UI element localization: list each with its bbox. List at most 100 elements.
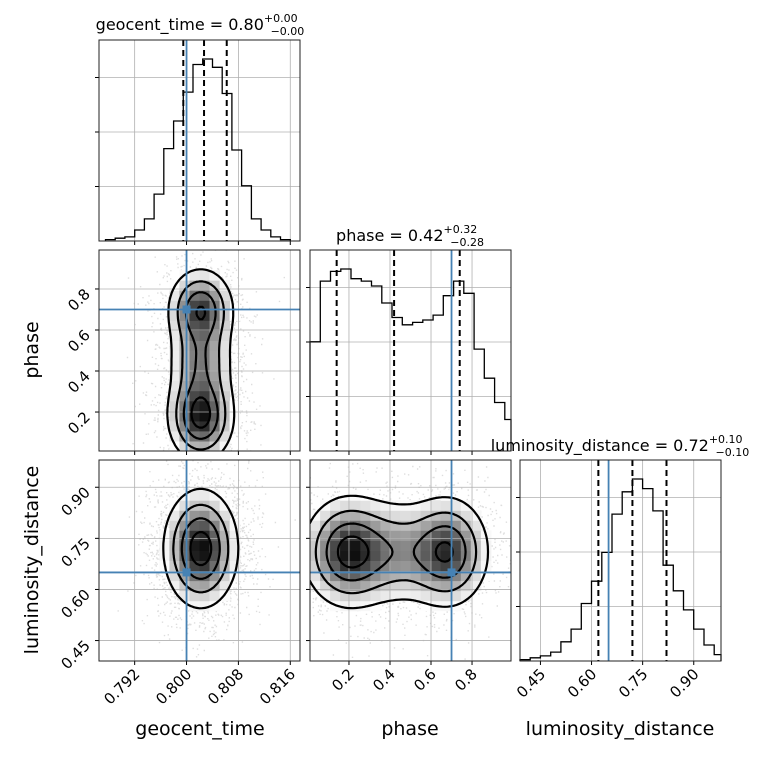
density-bin	[199, 360, 210, 372]
density-bin	[169, 310, 180, 321]
density-bin	[169, 520, 180, 531]
density-bin	[179, 510, 190, 521]
density-bin	[380, 580, 391, 592]
density-bin	[219, 280, 231, 291]
density-bin	[209, 560, 221, 571]
x-tick-label: 0.808	[204, 665, 247, 708]
density-bin	[360, 530, 371, 541]
density-bin	[390, 570, 401, 582]
x-tick-label: 0.792	[100, 665, 143, 708]
density-bin	[350, 500, 361, 511]
density-bin	[209, 490, 221, 501]
density-bin	[199, 390, 210, 402]
density-bin	[390, 580, 401, 592]
density-bin	[199, 530, 210, 541]
density-bin	[209, 290, 221, 301]
density-bin	[229, 540, 241, 551]
density-bin	[340, 510, 351, 521]
density-bin	[430, 520, 442, 531]
panel-frame	[98, 249, 301, 452]
density-bin	[380, 590, 391, 602]
density-bin	[179, 340, 190, 351]
density-bin	[229, 560, 241, 571]
y-tick-label: 0.4	[64, 367, 94, 397]
density-bin	[179, 320, 190, 331]
density-bin	[440, 560, 452, 571]
density-bin	[330, 500, 341, 511]
density-bin	[189, 440, 201, 451]
density-bin	[189, 520, 201, 531]
density-bin	[360, 510, 371, 521]
density-bin	[440, 570, 452, 582]
density-bin	[440, 550, 452, 561]
frame-layer	[95, 39, 722, 665]
density-bin	[460, 540, 472, 551]
density-bin	[350, 580, 361, 592]
density-bin	[410, 500, 422, 511]
density-bin	[430, 500, 442, 511]
density-bin	[219, 580, 231, 592]
density-bin	[219, 300, 231, 311]
density-bin	[390, 590, 401, 602]
density-bin	[189, 280, 201, 291]
x-tick-label: 0.2	[328, 665, 358, 695]
contour-line	[182, 291, 219, 440]
density-bin	[169, 290, 180, 301]
density-bin	[229, 550, 241, 561]
density-bin	[320, 590, 331, 602]
density-bin	[209, 270, 221, 281]
density-bin	[460, 570, 472, 582]
density-bin	[450, 500, 462, 511]
density-bin	[189, 540, 201, 551]
density-bin	[410, 570, 422, 582]
density-bin	[360, 580, 371, 592]
density-bin	[440, 580, 452, 592]
text-layer: 0.792 0.800 0.808 0.816 0.2 0.4 0.6 0.8 0.45 0.60…	[21, 12, 749, 740]
density-bin	[169, 330, 180, 341]
contour-line	[314, 509, 478, 595]
density-bin	[189, 330, 201, 341]
density-bin	[400, 540, 411, 551]
density-bin	[199, 340, 210, 351]
density-bin	[370, 500, 381, 511]
density-bin	[199, 270, 210, 281]
density-bin	[400, 590, 411, 602]
density-bin	[340, 570, 351, 582]
contour-line	[325, 522, 467, 582]
density-bin	[370, 590, 381, 602]
density-bin	[390, 530, 401, 541]
density-bin	[430, 580, 442, 592]
density-bin	[360, 550, 371, 561]
density-bin	[460, 580, 472, 592]
density-bin	[189, 490, 201, 501]
density-bin	[380, 570, 391, 582]
density-bin	[209, 410, 221, 422]
density-bin	[229, 530, 241, 541]
density-bin	[169, 410, 180, 422]
density-bin	[450, 520, 462, 531]
truth-marker	[182, 305, 191, 314]
density-bin	[410, 580, 422, 592]
density-bin	[209, 330, 221, 341]
density-bin	[320, 570, 331, 582]
density-bin	[179, 360, 190, 372]
density-bin	[179, 440, 190, 451]
density-bin	[189, 590, 201, 602]
density-bin	[380, 500, 391, 511]
histogram-luminosity_distance	[519, 478, 722, 661]
density-bin	[330, 590, 341, 602]
density-bin	[169, 430, 180, 442]
density-bin	[400, 560, 411, 571]
density-bin	[219, 330, 231, 341]
x-tick-label: 0.6	[410, 665, 440, 695]
density-bin	[350, 510, 361, 521]
density-bin	[480, 570, 492, 582]
density-bin	[330, 570, 341, 582]
density-bin	[169, 580, 180, 592]
density-bin	[420, 520, 432, 531]
density-bin	[430, 540, 442, 551]
density-bin	[169, 340, 180, 351]
density-bin	[209, 360, 221, 372]
density-bin	[370, 550, 381, 561]
density-bin	[400, 580, 411, 592]
